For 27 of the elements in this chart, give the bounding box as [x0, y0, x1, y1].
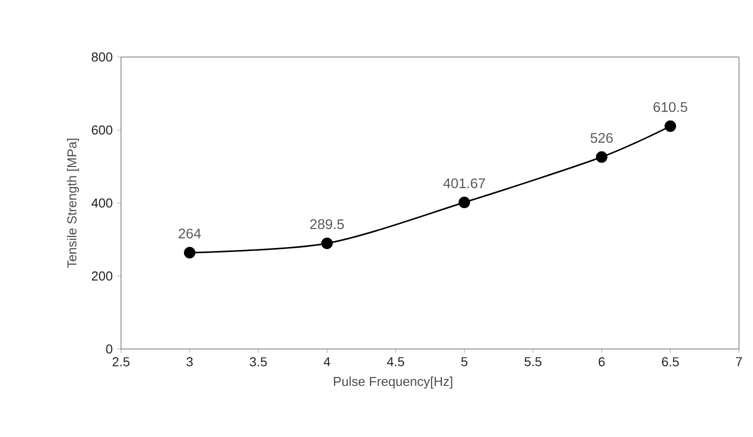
x-axis-title: Pulse Frequency[Hz] — [334, 376, 452, 389]
data-label: 289.5 — [310, 219, 344, 230]
point — [184, 246, 196, 258]
y-tick-label: 200 — [92, 271, 112, 281]
y-tick-label: 600 — [92, 125, 112, 135]
point — [664, 120, 676, 132]
x-tick-label: 3 — [186, 357, 193, 366]
x-tick-label: 2.5 — [112, 357, 130, 366]
x-tick-label: 5 — [461, 357, 468, 366]
point — [596, 151, 608, 163]
x-tick-label: 6.5 — [662, 357, 679, 366]
x-tick-label: 4.5 — [386, 357, 404, 366]
point — [321, 238, 333, 250]
point — [458, 196, 470, 208]
y-axis-title: Tensile Strength [MPa] — [66, 138, 80, 268]
data-label: 401.67 — [443, 178, 485, 188]
data-label: 526 — [590, 132, 613, 143]
x-tick-label: 4 — [324, 357, 330, 366]
y-tick-label: 0 — [106, 344, 112, 354]
x-tick-label: 5.5 — [524, 357, 542, 366]
y-tick-label: 800 — [92, 52, 112, 62]
data-label: 610.5 — [654, 102, 688, 112]
x-tick-label: 7 — [736, 357, 742, 366]
data-label: 264 — [178, 228, 201, 238]
y-tick-label: 400 — [92, 198, 112, 208]
x-tick-label: 6 — [598, 357, 605, 366]
x-tick-label: 3.5 — [250, 357, 267, 366]
